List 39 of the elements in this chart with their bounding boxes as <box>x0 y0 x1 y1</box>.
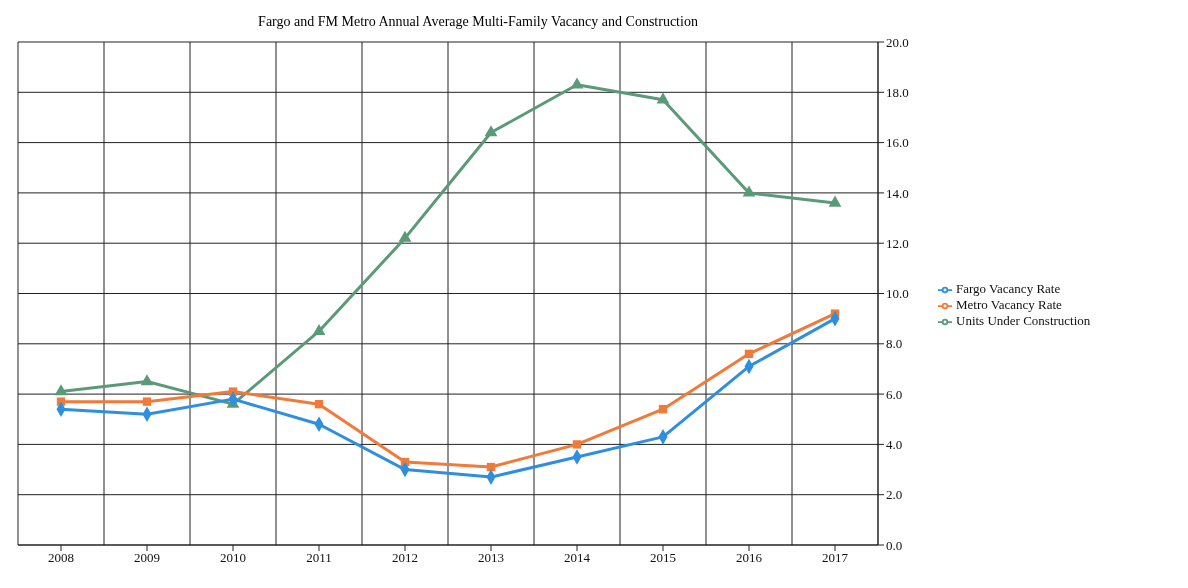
point <box>142 397 152 406</box>
point <box>484 125 498 137</box>
y-tick-label: 12.0 <box>886 235 909 251</box>
point <box>54 384 68 396</box>
point <box>314 399 324 409</box>
point <box>742 185 756 197</box>
point <box>398 230 412 242</box>
y-tick-label: 6.0 <box>886 386 903 402</box>
point <box>828 195 842 207</box>
x-tick-label: 2009 <box>134 550 160 566</box>
legend-label: Units Under Construction <box>956 313 1091 328</box>
point <box>570 77 584 89</box>
y-tick-label: 0.0 <box>886 537 903 553</box>
y-tick-label: 18.0 <box>886 84 909 100</box>
x-tick-label: 2013 <box>478 550 504 566</box>
point <box>572 440 582 449</box>
x-tick-label: 2011 <box>306 550 332 566</box>
y-tick-label: 4.0 <box>886 437 903 453</box>
y-tick-label: 14.0 <box>886 185 909 201</box>
x-tick-label: 2015 <box>650 550 676 566</box>
x-tick-label: 2008 <box>48 550 74 566</box>
point <box>744 349 754 359</box>
x-tick-label: 2016 <box>736 550 763 566</box>
y-tick-label: 2.0 <box>886 487 903 503</box>
y-tick-label: 20.0 <box>886 34 909 50</box>
y-tick-label: 16.0 <box>886 135 909 151</box>
x-tick-label: 2010 <box>220 550 246 566</box>
point <box>658 405 668 414</box>
point <box>140 374 154 386</box>
x-tick-label: 2017 <box>822 550 849 566</box>
point <box>656 92 670 104</box>
x-tick-label: 2014 <box>564 550 591 566</box>
legend-label: Fargo Vacancy Rate <box>956 280 1061 296</box>
point <box>312 323 326 335</box>
legend-label: Metro Vacancy Rate <box>956 296 1062 312</box>
y-tick-label: 8.0 <box>886 336 903 352</box>
chart-title: Fargo and FM Metro Annual Average Multi-Family Vacancy and Construction <box>257 13 699 30</box>
y-tick-label: 10.0 <box>886 286 909 302</box>
x-tick-label: 2012 <box>392 550 418 566</box>
